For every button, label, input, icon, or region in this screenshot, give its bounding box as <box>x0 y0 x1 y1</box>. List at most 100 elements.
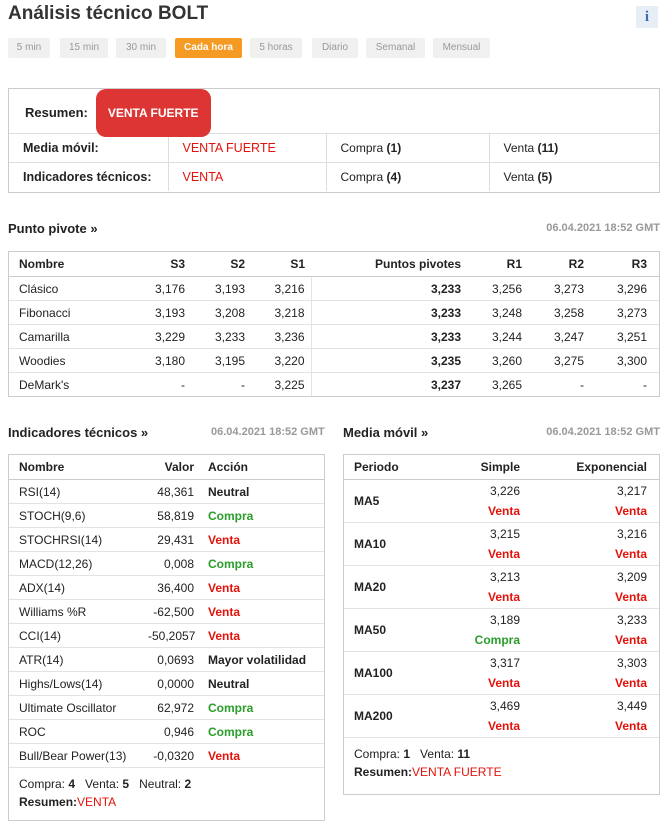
ma-simple: 3,317 Venta <box>443 651 526 695</box>
timeframe-button[interactable]: 15 min <box>60 38 108 58</box>
cell: 3,180 <box>140 348 191 373</box>
indicator-name: ATR(14) <box>9 647 148 672</box>
indicator-action: Venta <box>200 599 324 624</box>
ma-simple: 3,226 Venta <box>443 479 526 523</box>
timeframe-button[interactable]: 30 min <box>116 38 166 58</box>
indicator-row: RSI(14) 48,361 Neutral <box>9 479 324 504</box>
column-header: S1 <box>251 252 311 277</box>
summary-table: Media móvil: VENTA FUERTE Compra (1) Venta … <box>9 133 659 191</box>
column-header: Valor <box>148 455 200 480</box>
ma-simple: 3,213 Venta <box>443 565 526 609</box>
count-value: 2 <box>184 777 192 791</box>
timestamp: 06.04.2021 18:52 GMT <box>546 426 660 438</box>
ma-value: 3,233 <box>616 613 647 627</box>
count: (5) <box>537 170 553 184</box>
cell: - <box>528 372 590 396</box>
indicator-action: Venta <box>200 743 324 767</box>
count-label: Venta: <box>420 747 455 761</box>
indicator-row: Bull/Bear Power(13) -0,0320 Venta <box>9 743 324 767</box>
cell: 3,247 <box>528 324 590 349</box>
summary-value: VENTA <box>77 795 117 809</box>
summary-badge: VENTA FUERTE <box>95 89 211 137</box>
indicator-value: 0,008 <box>148 551 200 576</box>
section-title: Indicadores técnicos » <box>8 425 149 440</box>
info-button[interactable]: i <box>636 6 658 28</box>
indicator-value: 0,0693 <box>148 647 200 672</box>
indicator-name: MACD(12,26) <box>9 551 148 576</box>
indicator-value: 48,361 <box>148 479 200 504</box>
cell: 3,233 <box>310 300 467 325</box>
timestamp: 06.04.2021 18:52 GMT <box>546 222 660 234</box>
row-label: Media móvil: <box>9 133 168 163</box>
row-name: Fibonacci <box>9 300 140 325</box>
cell: 3,256 <box>467 276 528 301</box>
indicator-value: 36,400 <box>148 575 200 600</box>
ma-name: MA50 <box>344 608 443 652</box>
ma-row: MA5 3,226 Venta 3,217 Venta <box>344 479 659 523</box>
indicator-action: Compra <box>200 551 324 576</box>
indicator-row: STOCHRSI(14) 29,431 Venta <box>9 527 324 552</box>
ma-exp: 3,233 Venta <box>526 608 659 652</box>
ma-footer: Compra: 1 Venta: 11 Resumen:VENTA FUERTE <box>344 737 659 781</box>
column-header: Nombre <box>9 252 140 277</box>
ma-value: 3,226 <box>489 484 520 498</box>
indicator-action: Venta <box>200 623 324 648</box>
timeframe-button[interactable]: Semanal <box>366 38 425 58</box>
cell: 3,233 <box>310 276 467 301</box>
indicator-action: Compra <box>200 503 324 528</box>
timeframe-button[interactable]: 5 horas <box>250 38 302 58</box>
indicator-value: 62,972 <box>148 695 200 720</box>
indicator-row: Ultimate Oscillator 62,972 Compra <box>9 695 324 720</box>
cell: 3,225 <box>251 372 311 396</box>
cell: 3,273 <box>590 300 659 325</box>
ma-action: Venta <box>614 504 647 518</box>
count-label: Compra: <box>19 777 66 791</box>
column-header: Periodo <box>344 455 443 480</box>
count: (11) <box>537 141 559 155</box>
row-label: Indicadores técnicos: <box>9 162 168 191</box>
indicator-row: ROC 0,946 Compra <box>9 719 324 744</box>
cell: 3,176 <box>140 276 191 301</box>
indicators-table: Nombre Valor Acción RSI(14) 48,361 Neutral STO… <box>9 455 324 767</box>
cell: 3,300 <box>590 348 659 373</box>
indicator-name: RSI(14) <box>9 479 148 504</box>
timeframe-button[interactable]: Cada hora <box>175 38 242 58</box>
cell: 3,193 <box>140 300 191 325</box>
pivot-table: Nombre S3 S2 S1 Puntos pivotes R1 R2 R3 Clásico 3… <box>9 252 659 396</box>
ma-simple: 3,215 Venta <box>443 522 526 566</box>
ma-action: Venta <box>614 590 647 604</box>
ma-action: Venta <box>487 719 520 733</box>
ma-simple: 3,469 Venta <box>443 694 526 737</box>
ma-exp: 3,303 Venta <box>526 651 659 695</box>
indicator-row: ADX(14) 36,400 Venta <box>9 575 324 600</box>
ma-action: Venta <box>614 676 647 690</box>
summary-label: Resumen: <box>19 795 78 809</box>
indicator-row: MACD(12,26) 0,008 Compra <box>9 551 324 576</box>
column-header: S2 <box>191 252 251 277</box>
timeframe-button[interactable]: Diario <box>312 38 358 58</box>
ma-table: Periodo Simple Exponencial MA5 3,226 Venta 3,2… <box>344 455 659 737</box>
ma-value: 3,209 <box>616 570 647 584</box>
ma-name: MA200 <box>344 694 443 737</box>
ma-simple: 3,189 Compra <box>443 608 526 652</box>
summary-line: Resumen:VENTA <box>19 793 324 811</box>
cell: 3,208 <box>191 300 251 325</box>
ma-value: 3,217 <box>616 484 647 498</box>
ma-name: MA10 <box>344 522 443 566</box>
indicator-value: 58,819 <box>148 503 200 528</box>
timeframe-button[interactable]: 5 min <box>8 38 50 58</box>
count-value: 1 <box>403 747 411 761</box>
column-header: Exponencial <box>526 455 659 480</box>
indicator-action: Venta <box>200 527 324 552</box>
timeframe-button[interactable]: Mensual <box>433 38 490 58</box>
ma-action: Venta <box>487 504 520 518</box>
indicator-row: CCI(14) -50,2057 Venta <box>9 623 324 648</box>
cell: 3,236 <box>251 324 311 349</box>
header-row: Nombre Valor Acción <box>9 455 324 480</box>
ma-value: 3,469 <box>489 699 520 713</box>
ma-exp: 3,217 Venta <box>526 479 659 523</box>
ma-exp: 3,449 Venta <box>526 694 659 737</box>
indicator-row: Williams %R -62,500 Venta <box>9 599 324 624</box>
pivot-row: Fibonacci 3,193 3,208 3,218 3,233 3,248 3,258 3… <box>9 300 659 325</box>
